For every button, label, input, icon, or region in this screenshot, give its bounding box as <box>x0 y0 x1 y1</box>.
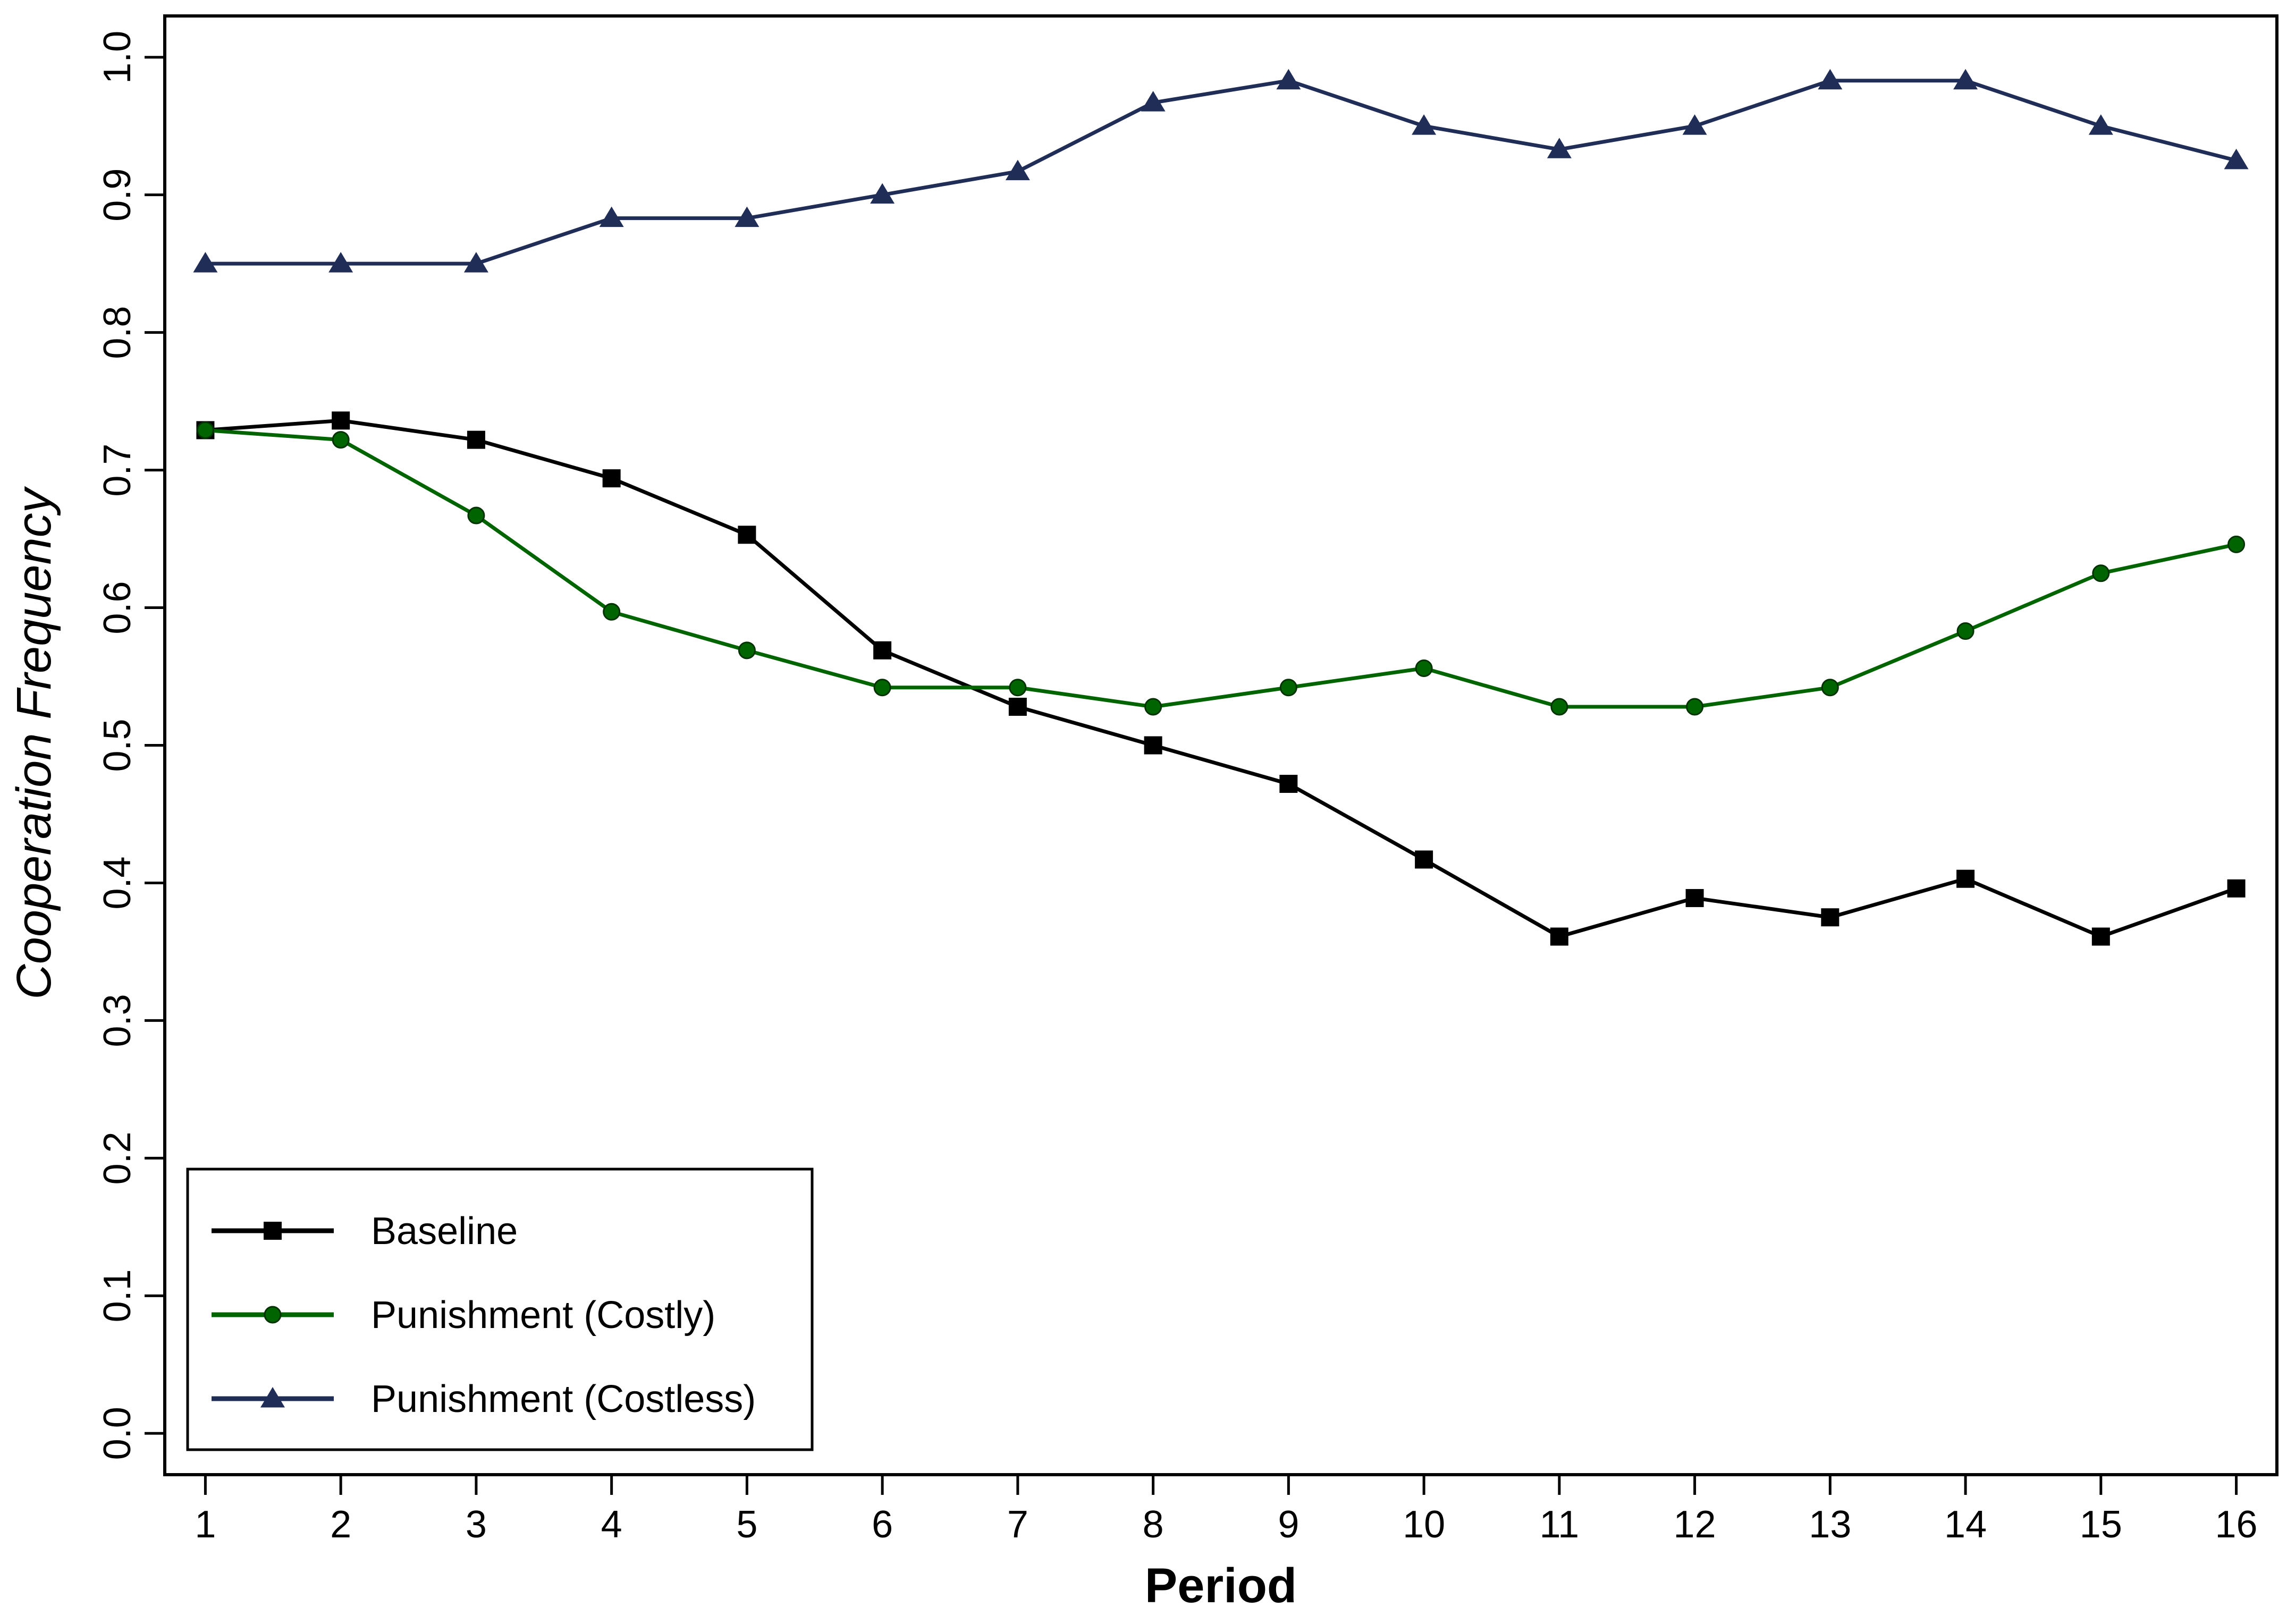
data-point <box>196 421 214 439</box>
x-tick-label: 4 <box>601 1503 622 1546</box>
data-point <box>1005 159 1030 181</box>
y-tick-label: 0.5 <box>96 718 139 772</box>
y-axis-title: Cooperation Frequency <box>7 486 61 999</box>
data-point <box>332 431 350 449</box>
x-axis: 1 2 3 4 5 6 7 8 9 10 11 12 13 14 15 16 <box>195 1475 2258 1546</box>
data-point <box>1141 91 1166 112</box>
x-tick-label: 14 <box>1944 1503 1987 1546</box>
series-line <box>205 428 2237 709</box>
data-point <box>1144 698 1162 716</box>
data-point <box>1821 908 1839 927</box>
data-point <box>735 206 759 227</box>
y-tick-label: 0.1 <box>96 1269 139 1322</box>
y-tick-label: 0.4 <box>96 856 139 909</box>
data-point <box>2224 148 2249 170</box>
data-point <box>1953 69 1978 90</box>
data-point <box>1682 114 1707 135</box>
data-point <box>599 206 624 227</box>
data-point <box>1550 698 1568 716</box>
data-point <box>1415 659 1433 677</box>
x-tick-label: 1 <box>195 1503 216 1546</box>
data-point <box>2088 114 2113 135</box>
data-point <box>1547 138 1572 158</box>
data-point <box>332 411 350 430</box>
data-point <box>1415 850 1433 869</box>
data-point <box>463 252 488 273</box>
data-point <box>738 641 756 659</box>
data-point <box>1276 69 1301 90</box>
y-tick-label: 0.3 <box>96 994 139 1047</box>
legend-label: Baseline <box>371 1210 518 1253</box>
series-punishment-costly <box>196 421 2246 716</box>
legend-label: Punishment (Costly) <box>371 1294 715 1337</box>
data-point <box>1009 679 1027 697</box>
x-tick-label: 13 <box>1809 1503 1851 1546</box>
x-tick-label: 11 <box>1539 1503 1579 1546</box>
data-point <box>2227 535 2246 553</box>
x-tick-label: 7 <box>1007 1503 1028 1546</box>
y-tick-label: 0.6 <box>96 581 139 634</box>
y-axis: 0.0 0.1 0.2 0.3 0.4 0.5 0.6 0.7 0.8 0.9 1.0 <box>96 31 165 1460</box>
data-point <box>603 603 621 621</box>
x-tick-label: 15 <box>2080 1503 2122 1546</box>
y-tick-label: 0.9 <box>96 168 139 222</box>
x-tick-label: 5 <box>736 1503 757 1546</box>
data-point <box>467 506 485 525</box>
legend: Baseline Punishment (Costly) Punishment (C… <box>186 1168 814 1451</box>
data-point <box>1956 869 1975 888</box>
data-point <box>193 252 218 273</box>
series-baseline <box>196 411 2246 946</box>
data-point <box>1550 927 1568 946</box>
x-tick-label: 8 <box>1143 1503 1164 1546</box>
legend-marker <box>264 1306 282 1324</box>
data-point <box>1818 69 1843 90</box>
y-tick-label: 0.7 <box>96 444 139 497</box>
x-tick-label: 16 <box>2215 1503 2258 1546</box>
x-tick-label: 2 <box>330 1503 351 1546</box>
legend-box <box>186 1168 814 1451</box>
x-tick-label: 12 <box>1674 1503 1716 1546</box>
data-point <box>870 183 895 204</box>
y-tick-label: 0.0 <box>96 1407 139 1460</box>
data-point <box>1008 697 1027 716</box>
y-tick-label: 0.8 <box>96 306 139 359</box>
data-point <box>2092 564 2110 582</box>
series-line <box>205 79 2237 266</box>
legend-marker <box>260 1387 285 1408</box>
x-tick-label: 9 <box>1278 1503 1299 1546</box>
x-axis-title: Period <box>1145 1559 1297 1613</box>
data-point <box>1279 775 1298 793</box>
data-point <box>1279 679 1297 697</box>
data-point <box>602 469 621 488</box>
data-point <box>873 679 891 697</box>
series-line <box>205 418 2237 938</box>
series-layer <box>193 69 2249 946</box>
data-point <box>467 430 485 449</box>
series-punishment-costless <box>193 69 2249 273</box>
data-point <box>2091 927 2110 946</box>
data-point <box>1412 114 1437 135</box>
data-point <box>873 641 892 659</box>
data-point <box>1686 698 1704 716</box>
data-point <box>1685 889 1704 907</box>
x-tick-label: 3 <box>466 1503 487 1546</box>
y-tick-label: 0.2 <box>96 1131 139 1185</box>
data-point <box>2227 879 2246 898</box>
x-tick-label: 6 <box>872 1503 893 1546</box>
legend-label: Punishment (Costless) <box>371 1378 756 1420</box>
data-point <box>1821 679 1839 697</box>
data-point <box>1144 736 1162 755</box>
y-tick-label: 1.0 <box>96 31 139 84</box>
x-tick-label: 10 <box>1403 1503 1445 1546</box>
data-point <box>738 526 756 544</box>
data-point <box>328 252 353 273</box>
legend-marker <box>264 1222 282 1240</box>
data-point <box>1956 622 1974 640</box>
